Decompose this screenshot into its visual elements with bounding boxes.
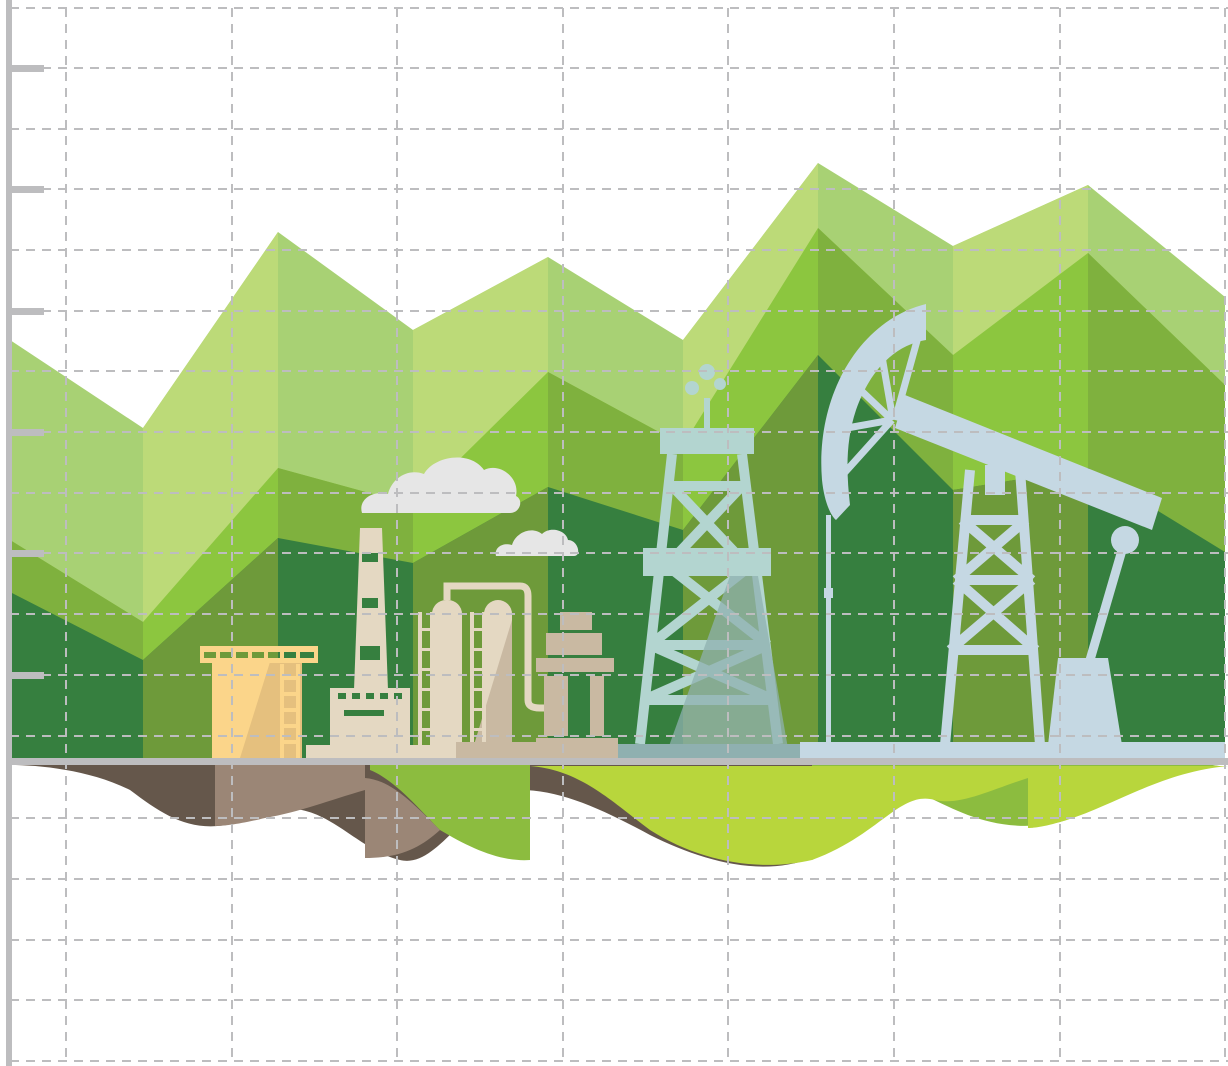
y-axis-tick — [10, 550, 44, 557]
refinery-base — [456, 742, 618, 760]
column-right-shade — [470, 620, 512, 758]
pitman-arm — [1085, 538, 1130, 662]
chimney-windows — [360, 553, 380, 660]
y-axis-tick — [10, 308, 44, 315]
y-axis-tick — [10, 672, 44, 679]
tank-roof-rail-bottom — [200, 658, 318, 663]
dashed-grid — [10, 7, 1228, 1064]
cloud-large — [361, 457, 521, 513]
horsehead-spokes — [835, 329, 924, 483]
mountain-range — [10, 163, 1225, 760]
tank-roof-rail — [200, 646, 318, 652]
y-axis-line — [6, 0, 12, 1066]
y-axis-tick — [10, 186, 44, 193]
clouds — [361, 457, 579, 556]
pumpjack — [800, 304, 1225, 760]
ground-lime-wave-2 — [812, 766, 1228, 860]
ground-green-wave — [370, 762, 1228, 861]
ground-lime-wave — [530, 766, 812, 865]
underground-layer — [10, 762, 1228, 867]
tank-ladder — [280, 664, 300, 758]
rod-clamp — [824, 588, 833, 598]
refinery-ladders — [418, 612, 486, 758]
refinery-columns — [418, 582, 618, 760]
ground-line — [8, 758, 1228, 765]
derrick-base — [618, 744, 800, 760]
tank-shade — [240, 662, 302, 758]
cloud-small — [495, 529, 579, 556]
oil-storage-tank — [200, 646, 318, 758]
samson-post-top — [985, 465, 1005, 495]
column-left — [432, 600, 462, 758]
y-axis — [6, 0, 44, 1066]
pumpjack-base — [800, 742, 1225, 760]
polished-rod — [826, 515, 831, 745]
soil-light-band — [215, 762, 365, 826]
gear-box — [1048, 658, 1122, 745]
tank-rail-posts — [200, 646, 318, 662]
refinery-pipe-arch — [443, 582, 560, 712]
walking-beam — [895, 395, 1162, 530]
y-axis-tick — [10, 429, 44, 436]
derrick-mast — [704, 398, 710, 430]
y-axis-tick — [10, 65, 44, 72]
